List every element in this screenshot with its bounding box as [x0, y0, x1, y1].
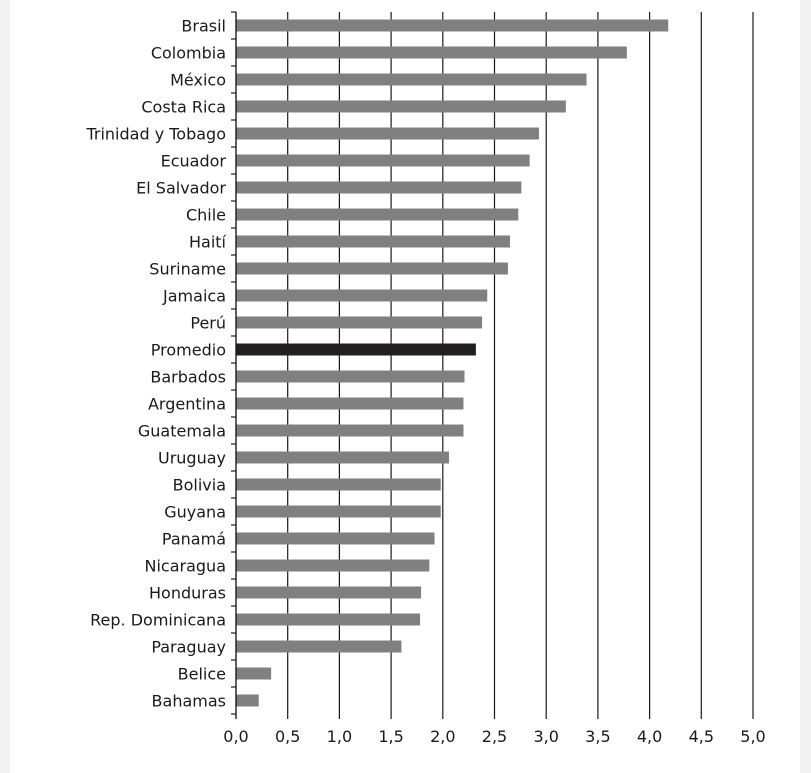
category-label: Argentina — [148, 395, 226, 414]
bar-barbados — [236, 370, 465, 383]
category-label: Rep. Dominicana — [90, 611, 226, 630]
category-label: Guatemala — [138, 422, 226, 441]
bar-chile — [236, 208, 519, 221]
bar-guyana — [236, 505, 441, 518]
category-label: Honduras — [149, 584, 226, 603]
x-tick-label: 5,0 — [740, 727, 765, 746]
bar-colombia — [236, 46, 627, 59]
category-label: Bahamas — [152, 692, 226, 711]
bar-honduras — [236, 586, 422, 599]
bar-brasil — [236, 19, 669, 32]
bar-panam- — [236, 532, 435, 545]
category-label: Paraguay — [151, 638, 226, 657]
category-label: Nicaragua — [145, 557, 227, 576]
category-label: Jamaica — [162, 287, 226, 306]
category-labels: Brasil Colombia México Costa Rica Trinidad y… — [85, 17, 226, 711]
bar-jamaica — [236, 289, 488, 302]
bar-bolivia — [236, 478, 441, 491]
x-tick-label: 4,0 — [637, 727, 662, 746]
bar-m-xico — [236, 73, 587, 86]
category-label: Ecuador — [161, 152, 227, 171]
category-label: Barbados — [150, 368, 226, 387]
chart-page: Brasil Colombia México Costa Rica Trinidad y… — [10, 0, 800, 773]
category-label: Guyana — [164, 503, 226, 522]
bar-chart: Brasil Colombia México Costa Rica Trinidad y… — [85, 11, 766, 746]
x-tick-labels: 0,0 0,5 1,0 1,5 2,0 2,5 3,0 3,5 4,0 4,5 5,0 — [223, 727, 765, 746]
x-tick-label: 3,0 — [533, 727, 558, 746]
x-tick-label: 4,5 — [689, 727, 714, 746]
bar-uruguay — [236, 451, 450, 464]
x-tick-label: 1,0 — [327, 727, 352, 746]
category-label: Suriname — [149, 260, 226, 279]
category-label: Brasil — [181, 17, 226, 36]
x-tick-label: 3,5 — [585, 727, 610, 746]
category-label: Panamá — [162, 530, 226, 549]
category-label: México — [170, 71, 226, 90]
gridlines — [287, 12, 754, 719]
axes — [231, 11, 237, 719]
x-tick-label: 1,5 — [378, 727, 403, 746]
category-label: Colombia — [151, 44, 226, 63]
x-tick-label: 2,5 — [482, 727, 507, 746]
bar-per- — [236, 316, 483, 329]
bars — [236, 19, 669, 707]
bar-hait- — [236, 235, 511, 248]
category-label: Chile — [186, 206, 226, 225]
bar-promedio — [236, 343, 476, 356]
bar-ecuador — [236, 154, 530, 167]
bar-suriname — [236, 262, 508, 275]
bar-bahamas — [236, 694, 259, 707]
bar-paraguay — [236, 640, 402, 653]
category-label: Promedio — [151, 341, 226, 360]
x-tick-label: 2,0 — [430, 727, 455, 746]
bar-costa-rica — [236, 100, 566, 113]
bar-rep-dominicana — [236, 613, 421, 626]
category-label: Trinidad y Tobago — [85, 125, 226, 144]
x-tick-label: 0,0 — [223, 727, 248, 746]
category-label: Belice — [178, 665, 226, 684]
category-label: El Salvador — [136, 179, 226, 198]
x-tick-label: 0,5 — [275, 727, 300, 746]
bar-argentina — [236, 397, 464, 410]
bar-el-salvador — [236, 181, 522, 194]
bar-trinidad-y-tobago — [236, 127, 539, 140]
bar-belice — [236, 667, 272, 680]
category-label: Uruguay — [158, 449, 226, 468]
category-label: Perú — [190, 314, 226, 333]
category-label: Bolivia — [173, 476, 226, 495]
bar-guatemala — [236, 424, 464, 437]
bar-nicaragua — [236, 559, 430, 572]
category-label: Costa Rica — [141, 98, 226, 117]
category-label: Haití — [189, 233, 227, 252]
